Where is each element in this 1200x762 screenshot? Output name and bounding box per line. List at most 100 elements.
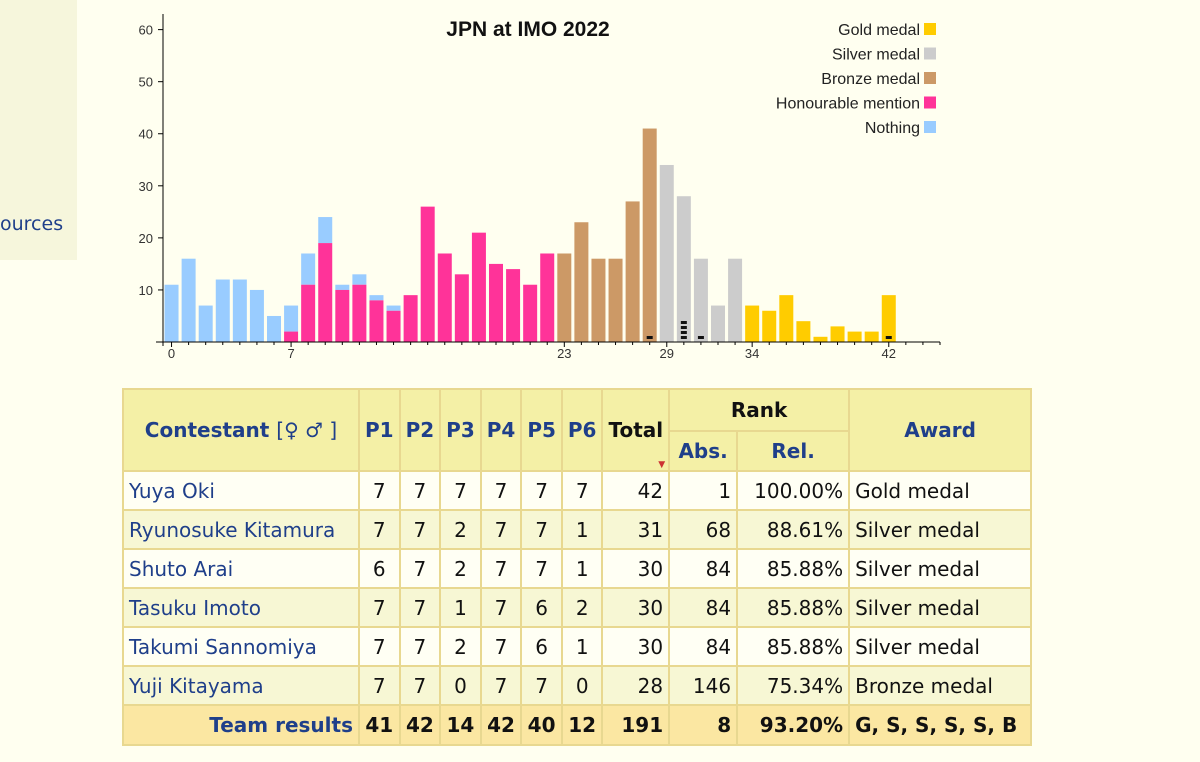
abs-rank-header[interactable]: Abs. xyxy=(668,430,739,472)
award-cell: Bronze medal xyxy=(848,665,1033,706)
contestant-name-link[interactable]: Takumi Sannomiya xyxy=(122,626,360,667)
bar xyxy=(591,258,606,342)
contestant-name-link[interactable]: Yuji Kitayama xyxy=(122,665,360,706)
x-tick-label: 29 xyxy=(660,346,674,361)
team-score-cell: 14 xyxy=(439,704,482,746)
bar xyxy=(728,258,743,342)
y-ticks: 10 20 30 40 50 60 xyxy=(139,23,163,298)
bar-honourable-segment xyxy=(386,310,401,342)
contestant-name-link[interactable]: Ryunosuke Kitamura xyxy=(122,509,360,550)
score-cell: 7 xyxy=(439,470,482,511)
rank-header: Rank xyxy=(668,388,851,432)
score-cell: 7 xyxy=(479,509,523,550)
p4-header[interactable]: P4 xyxy=(479,388,523,472)
score-cell: 7 xyxy=(520,470,563,511)
p5-header[interactable]: P5 xyxy=(520,388,563,472)
bar-nothing-segment xyxy=(369,295,384,301)
team-score-cell: 42 xyxy=(398,704,442,746)
bar xyxy=(488,263,504,342)
jpn-marker xyxy=(680,321,687,324)
jpn-marker xyxy=(680,326,687,329)
rel-rank-header[interactable]: Rel. xyxy=(736,430,851,472)
jpn-markers xyxy=(646,321,892,339)
abs-rank-cell: 84 xyxy=(668,548,739,589)
bar-honourable-segment xyxy=(318,243,333,342)
bar xyxy=(881,295,896,342)
bar-nothing-segment xyxy=(386,305,401,311)
table-row: Yuya Oki 7 7 7 7 7 7 42 1 100.00% Gold m… xyxy=(122,470,1033,511)
p3-header[interactable]: P3 xyxy=(439,388,482,472)
bars-group xyxy=(164,128,896,342)
score-cell: 2 xyxy=(439,626,482,667)
y-tick-label: 50 xyxy=(139,75,153,90)
bar xyxy=(181,258,196,342)
total-cell: 30 xyxy=(601,626,671,667)
score-cell: 6 xyxy=(520,626,563,667)
bar-nothing-segment xyxy=(335,284,350,290)
bar-honourable-segment xyxy=(352,284,367,342)
rel-rank-cell: 88.61% xyxy=(736,509,851,550)
p1-header[interactable]: P1 xyxy=(358,388,401,472)
total-cell: 31 xyxy=(601,509,671,550)
table-row: Shuto Arai 6 7 2 7 7 1 30 84 85.88% Silv… xyxy=(122,548,1033,589)
bar xyxy=(796,321,811,342)
team-award-cell: G, S, S, S, S, B xyxy=(848,704,1033,746)
sidebar-link-sources[interactable]: ources xyxy=(0,213,64,235)
bar xyxy=(437,253,452,342)
contestant-name-link[interactable]: Shuto Arai xyxy=(122,548,360,589)
score-cell: 7 xyxy=(358,470,401,511)
table-row: Ryunosuke Kitamura 7 7 2 7 7 1 31 68 88.… xyxy=(122,509,1033,550)
rel-rank-cell: 85.88% xyxy=(736,626,851,667)
table-row: Tasuku Imoto 7 7 1 7 6 2 30 84 85.88% Si… xyxy=(122,587,1033,628)
bar xyxy=(625,201,640,342)
award-cell: Silver medal xyxy=(848,548,1033,589)
p2-header[interactable]: P2 xyxy=(398,388,442,472)
contestant-name-link[interactable]: Yuya Oki xyxy=(122,470,360,511)
bar xyxy=(642,128,657,342)
bar xyxy=(830,326,845,342)
table-row: Yuji Kitayama 7 7 0 7 7 0 28 146 75.34% … xyxy=(122,665,1033,706)
bar xyxy=(198,305,213,342)
award-cell: Silver medal xyxy=(848,509,1033,550)
legend-swatch xyxy=(924,121,936,133)
contestant-name-link[interactable]: Tasuku Imoto xyxy=(122,587,360,628)
bar xyxy=(403,295,418,342)
abs-rank-cell: 146 xyxy=(668,665,739,706)
bar xyxy=(710,305,726,342)
team-score-cell: 40 xyxy=(520,704,563,746)
x-ticks: 0 7 23 29 34 42 xyxy=(168,342,941,361)
award-cell: Silver medal xyxy=(848,626,1033,667)
bar-honourable-segment xyxy=(335,289,350,342)
contestant-header[interactable]: Contestant [♀ ♂ ] xyxy=(122,388,360,472)
total-header-label: Total xyxy=(608,418,664,442)
chart-title: JPN at IMO 2022 xyxy=(446,18,609,41)
team-score-cell: 12 xyxy=(560,704,604,746)
team-results-label: Team results xyxy=(122,704,360,746)
jpn-marker xyxy=(646,336,653,339)
total-cell: 30 xyxy=(601,587,671,628)
score-cell: 7 xyxy=(358,626,401,667)
bar-nothing-segment xyxy=(301,253,316,285)
abs-rank-cell: 1 xyxy=(668,470,739,511)
abs-rank-cell: 84 xyxy=(668,587,739,628)
team-total-cell: 191 xyxy=(601,704,671,746)
score-cell: 2 xyxy=(439,548,482,589)
score-cell: 0 xyxy=(560,665,604,706)
gender-filter-link[interactable]: [♀ ♂ ] xyxy=(276,418,338,442)
legend-label: Honourable mention xyxy=(776,96,920,113)
sidebar-panel: ources xyxy=(0,0,77,260)
total-header[interactable]: Total ▼ xyxy=(601,388,671,472)
score-cell: 1 xyxy=(560,626,604,667)
jpn-marker xyxy=(680,336,687,339)
p6-header[interactable]: P6 xyxy=(560,388,604,472)
score-cell: 7 xyxy=(398,470,442,511)
award-header[interactable]: Award xyxy=(848,388,1033,472)
contestant-header-label: Contestant xyxy=(144,418,270,442)
score-cell: 7 xyxy=(358,509,401,550)
legend-label: Gold medal xyxy=(838,22,920,39)
bar xyxy=(693,258,708,342)
score-cell: 7 xyxy=(398,626,442,667)
score-cell: 7 xyxy=(358,587,401,628)
bar-nothing-segment xyxy=(352,274,367,285)
results-table: Contestant [♀ ♂ ] P1 P2 P3 P4 P5 P6 Tota… xyxy=(122,388,1033,746)
